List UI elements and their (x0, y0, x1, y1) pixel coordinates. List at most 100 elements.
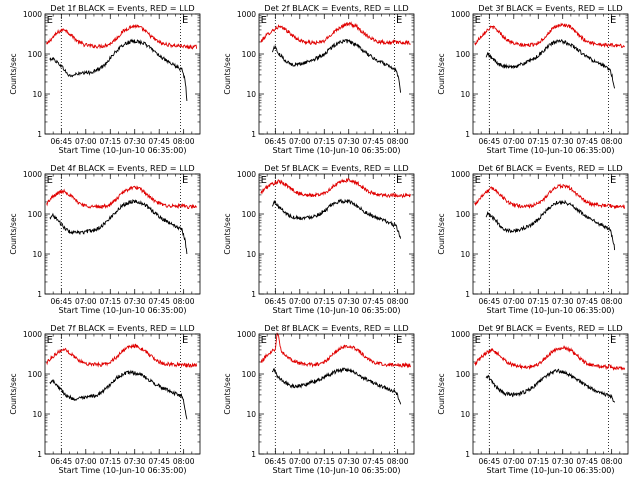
x-tick-label: 08:00 (601, 457, 623, 466)
lld-series-line (46, 24, 198, 50)
y-tick-label: 1000 (237, 330, 256, 339)
chart-panel-7: Det 7f BLACK = Events, RED = LLD 1 10 100 10… (9, 323, 201, 475)
x-tick-label: 07:45 (148, 137, 170, 146)
x-tick-label: 08:00 (173, 297, 195, 306)
x-tick-label: 07:15 (527, 137, 549, 146)
y-axis-label: Counts/sec (223, 213, 232, 254)
x-tick-label: 07:45 (362, 457, 384, 466)
x-tick-label: 07:00 (503, 457, 525, 466)
e-marker: E (182, 175, 188, 186)
lld-series-line (474, 22, 625, 49)
chart-title: Det 4f BLACK = Events, RED = LLD (50, 163, 194, 173)
x-axis-label: Start Time (10-Jun-10 06:35:00) (487, 146, 615, 155)
chart-panel-5: Det 5f BLACK = Events, RED = LLD 1 10 100 10… (223, 163, 415, 315)
e-marker: E (261, 175, 267, 186)
events-series-line (49, 369, 188, 420)
x-tick-label: 07:30 (552, 457, 574, 466)
e-marker: E (396, 335, 402, 346)
chart-panel-1: Det 1f BLACK = Events, RED = LLD 1 10 100 10… (9, 3, 201, 155)
plot-frame (472, 13, 629, 135)
e-marker: E (47, 175, 53, 186)
x-axis-label: Start Time (10-Jun-10 06:35:00) (273, 306, 401, 315)
y-tick-label: 1000 (23, 170, 42, 179)
y-tick-label: 10 (246, 410, 256, 419)
y-axis-label: Counts/sec (9, 213, 18, 254)
lld-series-line (260, 21, 411, 46)
x-axis-label: Start Time (10-Jun-10 06:35:00) (273, 466, 401, 475)
y-tick-label: 100 (28, 370, 43, 379)
x-tick-label: 07:00 (75, 457, 97, 466)
x-tick-label: 07:15 (313, 457, 335, 466)
chart-title: Det 1f BLACK = Events, RED = LLD (50, 3, 194, 13)
x-tick-label: 07:15 (99, 137, 121, 146)
e-marker: E (47, 15, 53, 26)
lld-series-line (474, 183, 626, 210)
e-marker: E (396, 175, 402, 186)
x-tick-label: 08:00 (387, 297, 409, 306)
y-tick-label: 1000 (237, 10, 256, 19)
lld-series-line (260, 177, 411, 199)
y-tick-label: 1 (251, 290, 256, 299)
x-tick-label: 06:45 (265, 137, 287, 146)
chart-panel-6: Det 6f BLACK = Events, RED = LLD 1 10 100 10… (437, 163, 629, 315)
x-tick-label: 06:45 (51, 457, 73, 466)
y-tick-label: 100 (242, 50, 257, 59)
x-tick-label: 08:00 (601, 137, 623, 146)
y-tick-label: 1000 (451, 10, 470, 19)
e-marker: E (261, 335, 267, 346)
plot-frame (472, 333, 629, 455)
plot-frame (44, 13, 201, 135)
events-series-line (485, 368, 615, 403)
e-marker: E (610, 15, 616, 26)
y-tick-label: 10 (460, 90, 470, 99)
plot-frame (472, 173, 629, 295)
y-tick-label: 1000 (451, 330, 470, 339)
x-tick-label: 07:15 (527, 297, 549, 306)
y-tick-label: 1 (465, 450, 470, 459)
x-axis-label: Start Time (10-Jun-10 06:35:00) (487, 466, 615, 475)
y-tick-label: 100 (456, 50, 471, 59)
y-tick-label: 100 (456, 210, 471, 219)
e-marker: E (475, 335, 481, 346)
plot-frame (44, 333, 201, 455)
y-tick-label: 100 (242, 370, 257, 379)
x-tick-label: 07:30 (124, 297, 146, 306)
y-tick-label: 10 (246, 90, 256, 99)
e-marker: E (182, 335, 188, 346)
y-tick-label: 10 (460, 250, 470, 259)
x-tick-label: 08:00 (601, 297, 623, 306)
x-axis-label: Start Time (10-Jun-10 06:35:00) (59, 306, 187, 315)
y-tick-label: 1 (251, 450, 256, 459)
x-tick-label: 07:00 (75, 137, 97, 146)
x-tick-label: 07:00 (289, 457, 311, 466)
e-marker: E (610, 335, 616, 346)
e-marker: E (475, 175, 481, 186)
y-tick-label: 1000 (237, 170, 256, 179)
events-series-line (49, 38, 188, 101)
y-tick-label: 1000 (23, 330, 42, 339)
chart-panel-2: Det 2f BLACK = Events, RED = LLD 1 10 100 10… (223, 3, 415, 155)
lld-series-line (474, 345, 626, 371)
lld-series-line (46, 343, 198, 369)
y-axis-label: Counts/sec (9, 53, 18, 94)
x-tick-label: 07:00 (503, 297, 525, 306)
x-tick-label: 07:30 (124, 137, 146, 146)
y-tick-label: 1 (465, 130, 470, 139)
x-tick-label: 07:45 (362, 297, 384, 306)
x-axis-label: Start Time (10-Jun-10 06:35:00) (487, 306, 615, 315)
x-tick-label: 07:15 (99, 297, 121, 306)
x-tick-label: 07:30 (338, 137, 360, 146)
plot-frame (258, 173, 415, 295)
x-tick-label: 08:00 (173, 457, 195, 466)
chart-panel-3: Det 3f BLACK = Events, RED = LLD 1 10 100 10… (437, 3, 629, 155)
e-marker: E (475, 15, 481, 26)
x-tick-label: 06:45 (265, 297, 287, 306)
lld-series-line (260, 332, 412, 369)
chart-title: Det 7f BLACK = Events, RED = LLD (50, 323, 194, 333)
x-tick-label: 07:45 (362, 137, 384, 146)
x-tick-label: 07:30 (552, 137, 574, 146)
y-axis-label: Counts/sec (437, 373, 446, 414)
x-tick-label: 08:00 (173, 137, 195, 146)
x-axis-label: Start Time (10-Jun-10 06:35:00) (59, 466, 187, 475)
